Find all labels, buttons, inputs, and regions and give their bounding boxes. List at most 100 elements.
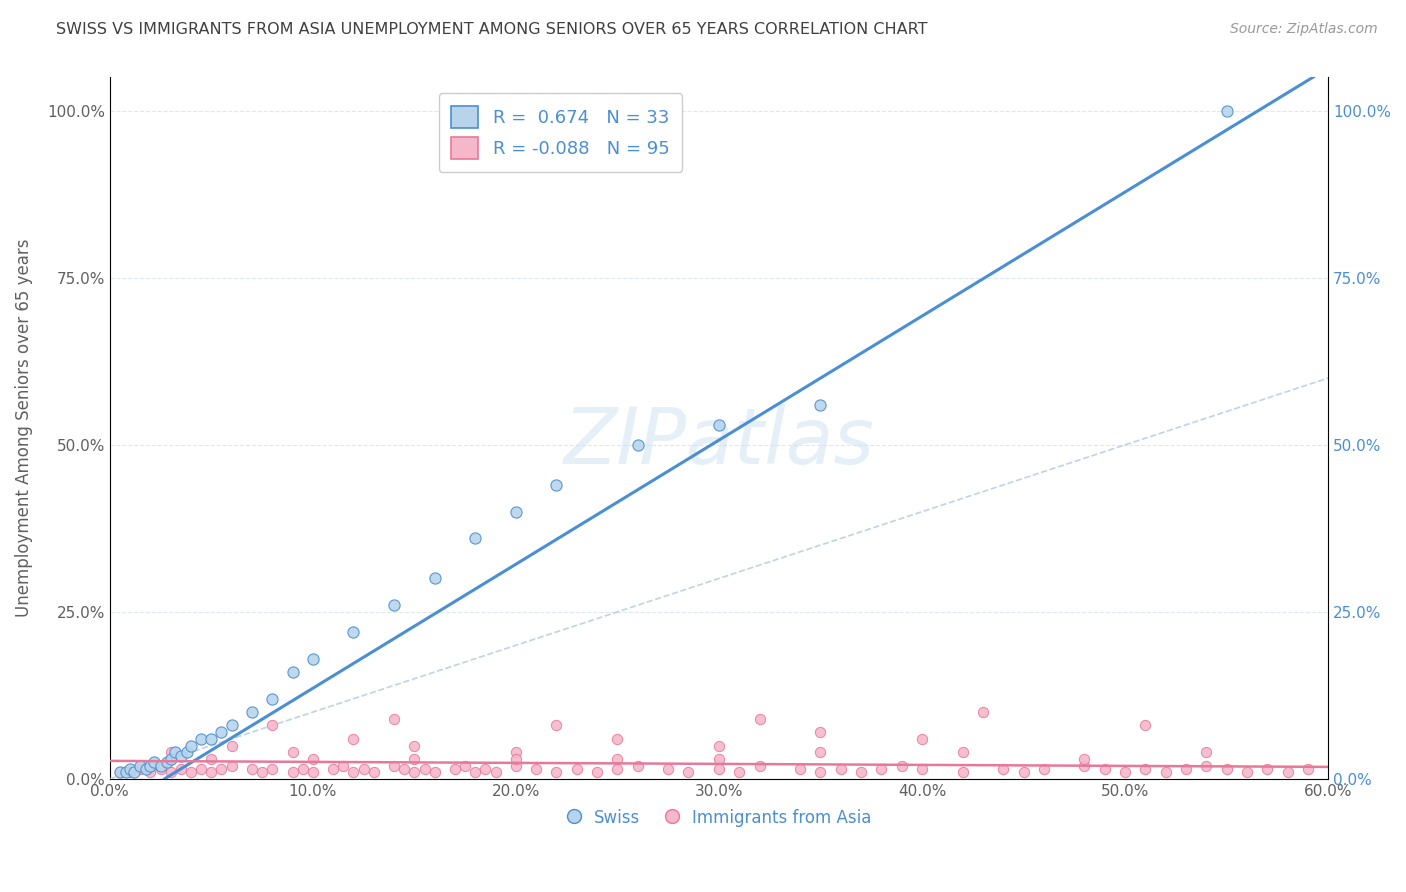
Point	[1296, 762, 1319, 776]
Point	[952, 765, 974, 780]
Point	[993, 762, 1015, 776]
Point	[1195, 758, 1218, 772]
Point	[301, 752, 323, 766]
Point	[200, 731, 222, 746]
Point	[565, 762, 588, 776]
Point	[1012, 765, 1035, 780]
Point	[474, 762, 496, 776]
Point	[342, 731, 364, 746]
Point	[250, 765, 273, 780]
Text: ZIPatlas: ZIPatlas	[564, 404, 875, 480]
Point	[606, 762, 628, 776]
Point	[342, 624, 364, 639]
Point	[240, 705, 263, 719]
Point	[464, 765, 486, 780]
Point	[1215, 762, 1237, 776]
Point	[139, 758, 162, 772]
Point	[586, 765, 609, 780]
Point	[546, 765, 568, 780]
Point	[281, 765, 304, 780]
Point	[1073, 752, 1095, 766]
Point	[1114, 765, 1136, 780]
Point	[262, 762, 284, 776]
Point	[122, 765, 145, 780]
Point	[200, 765, 222, 780]
Point	[332, 758, 354, 772]
Point	[190, 762, 212, 776]
Point	[627, 438, 650, 452]
Point	[546, 718, 568, 732]
Point	[291, 762, 314, 776]
Point	[810, 398, 832, 412]
Point	[382, 758, 405, 772]
Point	[423, 765, 446, 780]
Point	[108, 765, 131, 780]
Point	[678, 765, 700, 780]
Point	[176, 745, 198, 759]
Point	[301, 651, 323, 665]
Point	[1236, 765, 1258, 780]
Point	[1256, 762, 1278, 776]
Point	[707, 417, 730, 432]
Point	[870, 762, 893, 776]
Point	[180, 765, 202, 780]
Point	[1175, 762, 1198, 776]
Point	[159, 765, 181, 780]
Point	[262, 718, 284, 732]
Point	[221, 718, 243, 732]
Point	[830, 762, 852, 776]
Text: SWISS VS IMMIGRANTS FROM ASIA UNEMPLOYMENT AMONG SENIORS OVER 65 YEARS CORRELATI: SWISS VS IMMIGRANTS FROM ASIA UNEMPLOYME…	[56, 22, 928, 37]
Point	[484, 765, 506, 780]
Point	[464, 532, 486, 546]
Point	[404, 739, 426, 753]
Point	[911, 731, 934, 746]
Point	[1154, 765, 1177, 780]
Point	[209, 725, 232, 739]
Point	[170, 748, 193, 763]
Point	[1215, 103, 1237, 118]
Point	[170, 762, 193, 776]
Point	[322, 762, 344, 776]
Point	[281, 665, 304, 679]
Legend: Swiss, Immigrants from Asia: Swiss, Immigrants from Asia	[561, 803, 877, 834]
Point	[301, 765, 323, 780]
Point	[444, 762, 467, 776]
Point	[404, 765, 426, 780]
Point	[163, 745, 186, 759]
Point	[159, 745, 181, 759]
Point	[149, 762, 172, 776]
Point	[505, 752, 527, 766]
Point	[392, 762, 415, 776]
Point	[221, 758, 243, 772]
Point	[606, 752, 628, 766]
Point	[155, 756, 177, 770]
Point	[707, 739, 730, 753]
Point	[627, 758, 650, 772]
Point	[180, 739, 202, 753]
Y-axis label: Unemployment Among Seniors over 65 years: Unemployment Among Seniors over 65 years	[15, 239, 32, 617]
Point	[810, 725, 832, 739]
Point	[382, 598, 405, 612]
Point	[810, 745, 832, 759]
Point	[1094, 762, 1116, 776]
Point	[108, 765, 131, 780]
Point	[353, 762, 375, 776]
Point	[505, 505, 527, 519]
Point	[505, 758, 527, 772]
Point	[1277, 765, 1299, 780]
Point	[911, 762, 934, 776]
Point	[546, 478, 568, 492]
Point	[849, 765, 872, 780]
Point	[748, 712, 770, 726]
Point	[524, 762, 547, 776]
Point	[281, 745, 304, 759]
Point	[789, 762, 811, 776]
Point	[139, 765, 162, 780]
Point	[209, 762, 232, 776]
Point	[890, 758, 912, 772]
Point	[129, 758, 152, 772]
Point	[423, 572, 446, 586]
Point	[413, 762, 436, 776]
Point	[129, 762, 152, 776]
Point	[810, 765, 832, 780]
